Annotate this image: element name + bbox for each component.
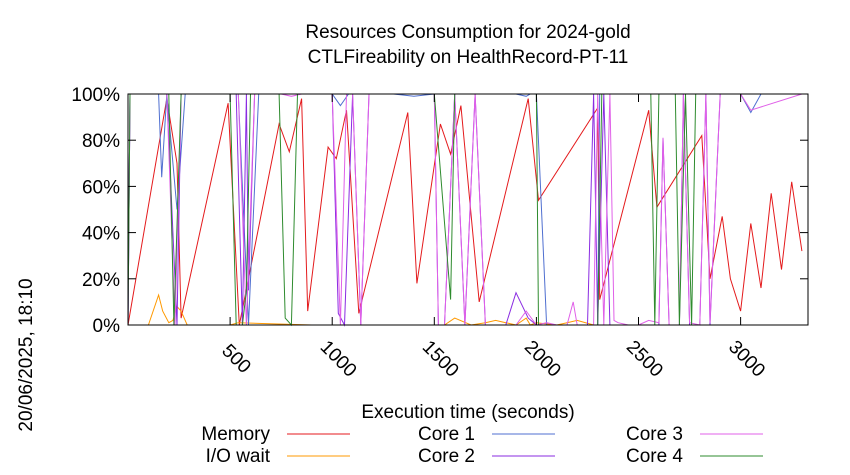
x-tick-label: 3000 <box>724 337 769 382</box>
x-tick-label: 1500 <box>418 337 463 382</box>
y-tick-label: 60% <box>82 177 120 198</box>
y-tick-label: 0% <box>93 316 121 337</box>
legend-label: Core 4 <box>626 446 683 467</box>
legend-label: Memory <box>201 424 270 445</box>
y-tick-label: 80% <box>82 131 120 152</box>
chart-subtitle: CTLFireability on HealthRecord-PT-11 <box>308 47 629 68</box>
x-tick-label: 2000 <box>520 337 565 382</box>
plot-frame <box>127 93 809 326</box>
x-tick-label: 2500 <box>622 337 667 382</box>
y-tick-label: 20% <box>82 270 120 291</box>
legend-label: I/O wait <box>206 446 271 467</box>
x-tick-label: 1000 <box>316 337 361 382</box>
series-line-memory <box>127 98 803 326</box>
chart-title: Resources Consumption for 2024-gold <box>305 22 630 43</box>
x-tick-label: 500 <box>217 340 254 377</box>
x-axis-label: Execution time (seconds) <box>361 402 574 423</box>
side-timestamp-label: 20/06/2025, 18:10 <box>16 278 37 431</box>
y-tick-label: 100% <box>71 85 120 106</box>
legend-label: Core 1 <box>418 424 475 445</box>
y-tick-label: 40% <box>82 224 120 245</box>
legend-label: Core 2 <box>418 446 475 467</box>
legend-label: Core 3 <box>626 424 683 445</box>
series-layer <box>127 93 803 327</box>
